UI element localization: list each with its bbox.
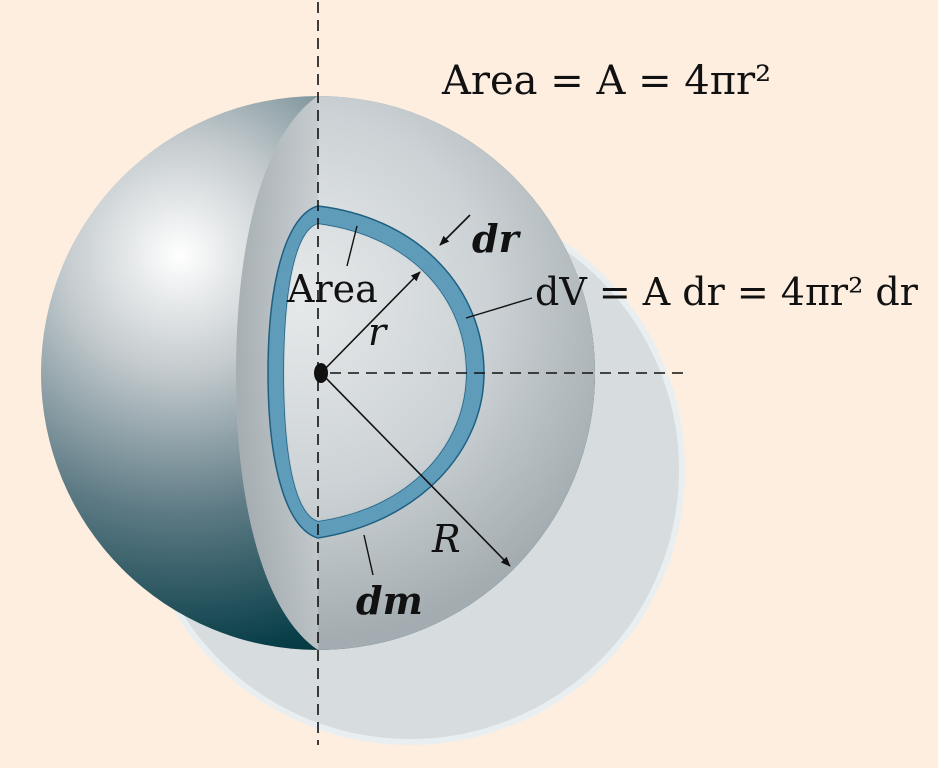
area-formula-label: Area = A = 4πr² (441, 58, 771, 104)
area-label: Area (286, 267, 378, 311)
R-label: R (431, 517, 461, 561)
dr-arrow (439, 214, 471, 246)
dr-label: dr (472, 216, 522, 261)
dv-leader-line (465, 297, 533, 319)
dm-leader-line (363, 534, 374, 576)
area-leader-line (346, 225, 358, 267)
radius-r-arrow (320, 271, 421, 374)
dv-formula-label: dV = A dr = 4πr² dr (535, 270, 919, 314)
dm-label: dm (356, 578, 423, 623)
radius-R-arrow (320, 372, 511, 567)
r-label: r (368, 310, 389, 354)
